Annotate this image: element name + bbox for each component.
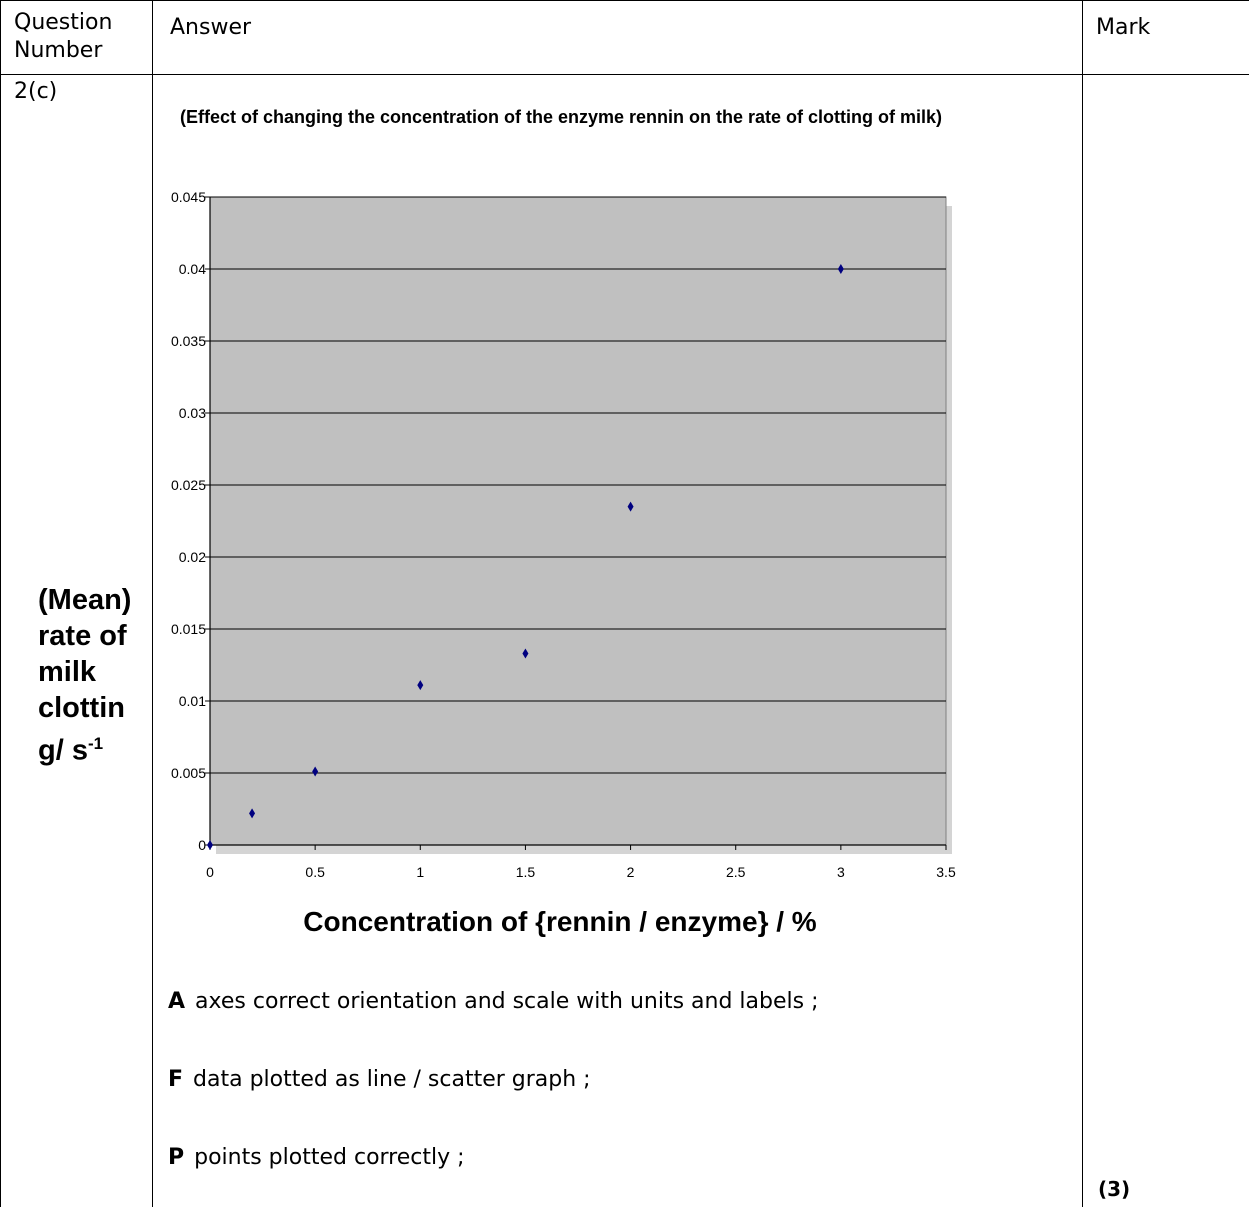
x-tick-label: 0.5 xyxy=(305,864,325,880)
data-point xyxy=(627,501,634,512)
y-tick-label: 0.035 xyxy=(171,333,206,349)
x-tick-label: 1 xyxy=(416,864,424,880)
data-point xyxy=(417,680,424,691)
data-point xyxy=(837,264,844,274)
criterion-key: F xyxy=(168,1067,184,1092)
criterion-text: points plotted correctly ; xyxy=(194,1145,465,1170)
y-tick-label: 0.025 xyxy=(171,477,206,493)
data-point xyxy=(312,766,319,777)
x-tick-label: 2.5 xyxy=(726,864,746,880)
x-axis-label: Concentration of {rennin / enzyme} / % xyxy=(303,906,817,937)
criterion-text: data plotted as line / scatter graph ; xyxy=(193,1067,591,1092)
data-points xyxy=(207,264,844,850)
answer-header: Answer xyxy=(170,15,252,40)
y-tick-label: 0.02 xyxy=(179,549,206,565)
data-point xyxy=(249,808,256,819)
criterion-text: axes correct orientation and scale with … xyxy=(195,989,819,1014)
mark-value: (3) xyxy=(1098,1177,1131,1201)
criterion-key: A xyxy=(168,989,186,1014)
y-tick-label: 0.04 xyxy=(179,261,206,277)
y-axis-label-superscript: -1 xyxy=(87,734,104,753)
plot-background xyxy=(209,196,947,846)
y-tick-label: 0.03 xyxy=(179,405,206,421)
scatter-chart: 0 0.005 0.01 0.015 0.02 0.025 0.03 0.035 0.04 0.0… xyxy=(171,189,956,880)
column-divider-2 xyxy=(1082,0,1083,1207)
x-tick-label: 0 xyxy=(206,864,214,880)
criterion-key: P xyxy=(168,1145,185,1170)
x-tick-label: 3 xyxy=(837,864,845,880)
y-tick-label: 0.01 xyxy=(179,693,206,709)
x-tick-label: 1.5 xyxy=(516,864,536,880)
y-tick-label: 0.045 xyxy=(171,189,206,205)
data-point xyxy=(207,840,213,850)
data-point xyxy=(522,648,529,659)
tick-labels: 0 0.005 0.01 0.015 0.02 0.025 0.03 0.035 0.04 0.0… xyxy=(171,189,956,880)
y-axis-label: (Mean) rate of milk clottin g/ s-1 xyxy=(38,582,150,769)
question-number: 2(c) xyxy=(14,79,58,104)
y-tick-label: 0.005 xyxy=(171,765,206,781)
plot-area xyxy=(209,196,952,854)
column-divider-1 xyxy=(152,0,153,1207)
table-top-border xyxy=(0,0,1249,1)
table-left-border xyxy=(0,0,1,1207)
y-tick-label: 0 xyxy=(198,837,206,853)
mark-header: Mark xyxy=(1096,15,1151,40)
header-bottom-border xyxy=(0,74,1249,75)
y-axis-label-text: (Mean) rate of milk clottin g/ s xyxy=(38,584,132,767)
x-tick-label: 3.5 xyxy=(936,864,956,880)
y-tick-label: 0.015 xyxy=(171,621,206,637)
chart-title: (Effect of changing the concentration of… xyxy=(180,107,943,127)
gridlines xyxy=(210,196,946,774)
question-number-header: Question Number xyxy=(14,10,113,63)
x-tick-label: 2 xyxy=(627,864,635,880)
